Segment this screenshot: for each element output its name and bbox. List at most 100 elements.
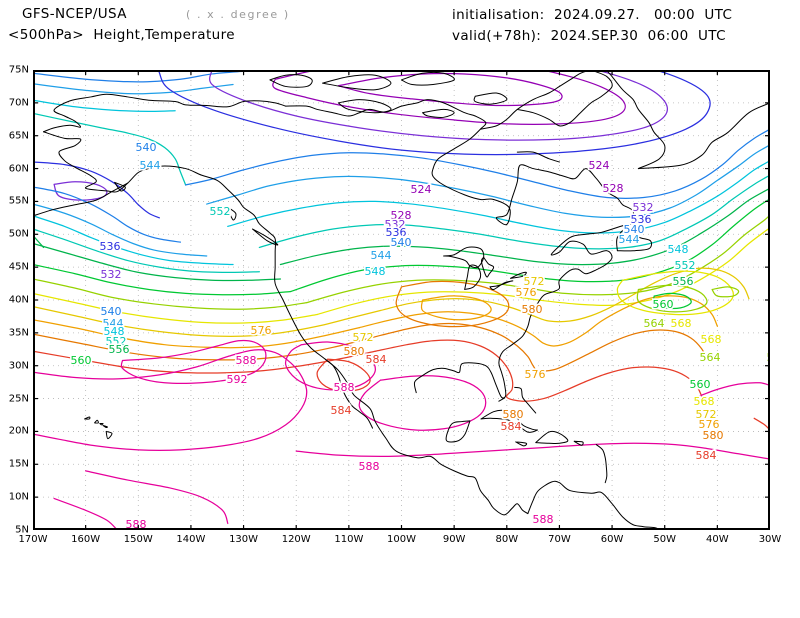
- contour-label-halo: 548: [104, 325, 125, 338]
- x-axis-tick-label: 60W: [600, 534, 624, 545]
- contour-label-halo: 544: [140, 159, 161, 172]
- y-axis-tick-label: 40N: [8, 294, 29, 306]
- contour-label-halo: 584: [366, 353, 387, 366]
- contour-label-544: 544: [619, 233, 640, 246]
- contour-label-halo: 564: [700, 351, 721, 364]
- y-axis-tick-label: 35N: [8, 327, 29, 339]
- contour-label-588: 588: [334, 381, 355, 394]
- contour-544: [206, 144, 770, 219]
- contour-568: [616, 270, 734, 316]
- coastline-segment: [269, 74, 313, 88]
- contour-552: [33, 228, 260, 274]
- contour-label-536: 536: [631, 213, 652, 226]
- contour-584: [374, 339, 703, 402]
- contour-label-560: 560: [690, 378, 711, 391]
- contour-label-544: 544: [140, 159, 161, 172]
- contour-label-556: 556: [109, 343, 130, 356]
- contour-label-584: 584: [331, 404, 352, 417]
- initialisation-time: initialisation: 2024.09.27. 00:00 UTC: [452, 7, 733, 23]
- contour-label-592: 592: [227, 373, 248, 386]
- contour-map-svg: 5405405445445525525365365325325405405445…: [33, 70, 770, 530]
- coastline-segment: [473, 92, 508, 105]
- contour-label-halo: 548: [668, 243, 689, 256]
- x-axis-tick-label: 80W: [495, 534, 519, 545]
- contour-label-halo: 544: [103, 317, 124, 330]
- contour-label-halo: 528: [391, 209, 412, 222]
- coastline-segment: [535, 430, 569, 444]
- x-axis-tick-label: 90W: [442, 534, 466, 545]
- contour-label-576: 576: [251, 324, 272, 337]
- contour-label-540: 540: [136, 141, 157, 154]
- coastline-segment: [516, 151, 560, 163]
- coastline-segment: [99, 422, 104, 426]
- coastline-segment: [226, 206, 237, 221]
- contour-label-548: 548: [104, 325, 125, 338]
- coastline-segment: [252, 228, 279, 246]
- contour-label-544: 544: [371, 249, 392, 262]
- contour-label-halo: 552: [210, 205, 231, 218]
- contour-560: [33, 263, 292, 296]
- contour-label-halo: 580: [503, 408, 524, 421]
- contour-label-576: 576: [699, 418, 720, 431]
- coastline-segment: [285, 99, 635, 399]
- contour-588: [53, 497, 118, 530]
- coastline-segment: [514, 386, 537, 414]
- contour-label-halo: 568: [671, 317, 692, 330]
- y-axis-tick-label: 5N: [15, 524, 29, 536]
- x-axis-tick-label: 110W: [334, 534, 364, 545]
- contour-548: [33, 215, 234, 266]
- contour-label-halo: 576: [251, 324, 272, 337]
- contour-label-halo: 588: [359, 460, 380, 473]
- map-plot-area: 540 540 544 544 552 552 536 536 532 532 540 540 544 5…: [33, 70, 770, 530]
- contour-label-halo: 552: [106, 335, 127, 348]
- coastline-segment: [337, 99, 392, 114]
- contour-label-564: 564: [644, 317, 665, 330]
- contour-label-544: 544: [103, 317, 124, 330]
- coastline-segment: [464, 264, 482, 290]
- y-axis-tick-label: 10N: [8, 491, 29, 503]
- contour-564: [711, 286, 740, 298]
- contour-label-572: 572: [696, 408, 717, 421]
- contour-536: [158, 70, 711, 156]
- contour-label-576: 576: [525, 368, 546, 381]
- contour-label-552: 552: [106, 335, 127, 348]
- contour-label-536: 536: [100, 240, 121, 253]
- coastline-segment: [43, 93, 287, 133]
- contour-568: [316, 227, 770, 316]
- contour-label-halo: 552: [675, 259, 696, 272]
- coastline-segment: [595, 444, 608, 484]
- coastline-segment: [498, 397, 506, 402]
- coastline-segment: [480, 409, 538, 433]
- contour-label-548: 548: [668, 243, 689, 256]
- contour-576: [420, 295, 492, 321]
- contour-label-halo: 536: [386, 226, 407, 239]
- contour-label-524: 524: [589, 159, 610, 172]
- contour-label-588: 588: [533, 513, 554, 526]
- contour-label-580: 580: [522, 303, 543, 316]
- y-axis-tick-label: 65N: [8, 130, 29, 142]
- y-axis-tick-label: 30N: [8, 360, 29, 372]
- coastline-segment: [527, 480, 661, 530]
- contour-label-halo: 588: [126, 518, 147, 530]
- contour-label-halo: 548: [365, 265, 386, 278]
- contour-label-580: 580: [703, 429, 724, 442]
- contour-label-540: 540: [391, 236, 412, 249]
- contour-label-524: 524: [411, 183, 432, 196]
- contour-label-halo: 580: [703, 429, 724, 442]
- coastlines: [33, 70, 770, 530]
- contour-564: [306, 213, 770, 304]
- contour-556: [279, 187, 770, 266]
- x-axis-tick-label: 30W: [758, 534, 782, 545]
- contour-label-572: 572: [524, 275, 545, 288]
- contour-532: [53, 181, 108, 201]
- y-axis-tick-label: 20N: [8, 425, 29, 437]
- contour-label-halo: 584: [501, 420, 522, 433]
- coastline-segment: [422, 108, 455, 118]
- subtitle: <500hPa> Height,Temperature: [8, 27, 235, 43]
- contour-528: [272, 70, 626, 126]
- x-axis-tick-label: 40W: [706, 534, 729, 545]
- contour-572: [348, 267, 750, 323]
- y-axis-tick-label: 60N: [8, 163, 29, 175]
- contour-568: [33, 292, 318, 324]
- contour-588: [695, 382, 770, 398]
